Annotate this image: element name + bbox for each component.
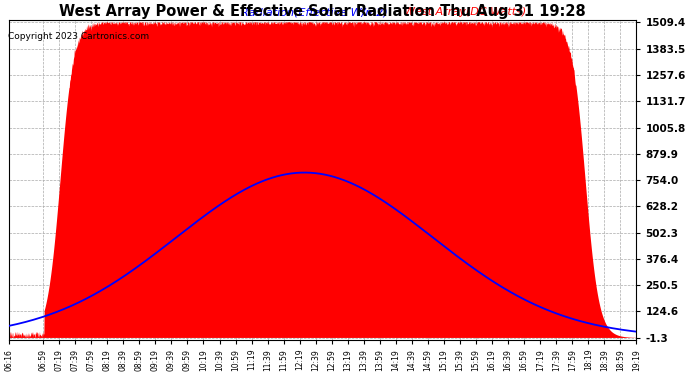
Text: Copyright 2023 Cartronics.com: Copyright 2023 Cartronics.com bbox=[8, 32, 150, 41]
Title: West Array Power & Effective Solar Radiation Thu Aug 31 19:28: West Array Power & Effective Solar Radia… bbox=[59, 4, 586, 19]
Text: West Array(DC Watts): West Array(DC Watts) bbox=[404, 7, 526, 17]
Text: Radiation(Effective W/m2): Radiation(Effective W/m2) bbox=[241, 7, 388, 17]
